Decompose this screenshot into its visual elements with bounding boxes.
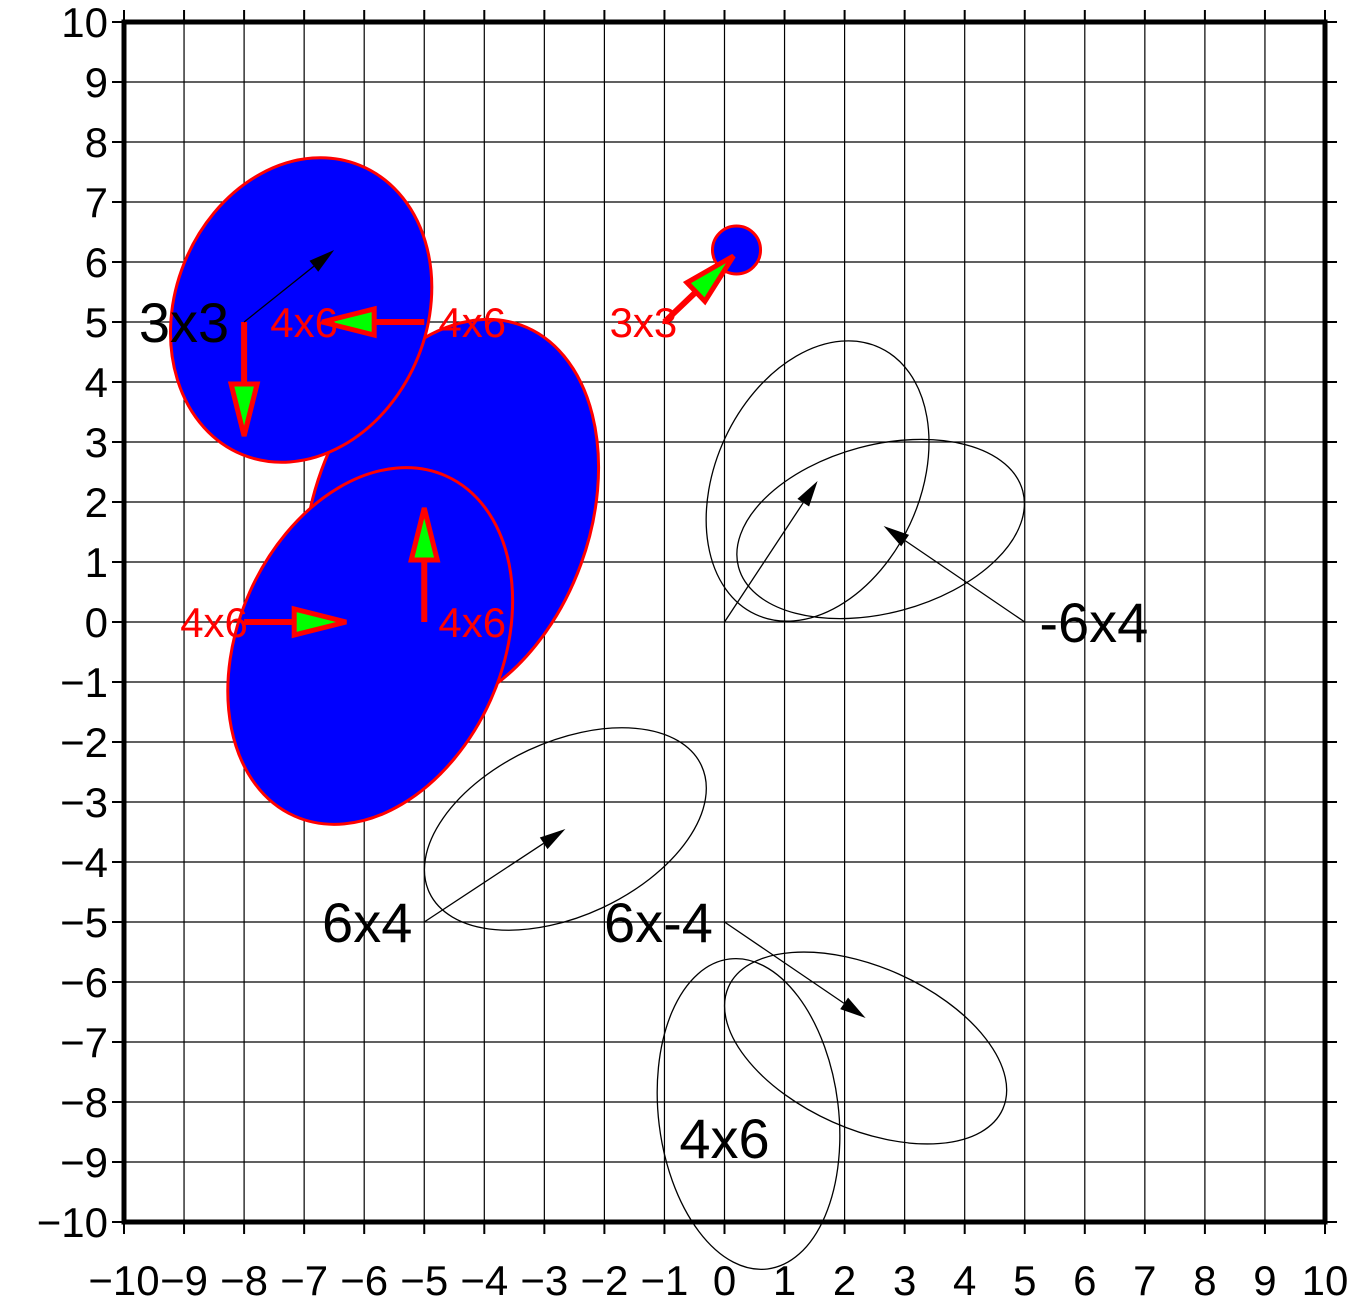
y-tick-label: 0 [85, 599, 108, 646]
y-tick-label: −4 [60, 839, 108, 886]
vector-head [840, 998, 865, 1018]
x-tick-label: 10 [1302, 1257, 1349, 1301]
x-tick-label: −7 [280, 1257, 328, 1301]
x-tick-label: 2 [833, 1257, 856, 1301]
x-tick-label: 3 [893, 1257, 916, 1301]
annotation-label: 4x6 [270, 299, 338, 346]
annotation-label: -6x4 [1039, 591, 1148, 654]
ellipse-black-upper-2 [717, 410, 1045, 648]
y-tick-label: 9 [85, 59, 108, 106]
y-tick-label: 1 [85, 539, 108, 586]
annotation-label: 4x6 [679, 1107, 769, 1170]
vector-head [797, 481, 817, 507]
x-tick-label: −8 [220, 1257, 268, 1301]
annotation-label: 6x4 [322, 891, 412, 954]
x-tick-label: −10 [88, 1257, 159, 1301]
x-tick-label: 6 [1073, 1257, 1096, 1301]
y-tick-label: 4 [85, 359, 108, 406]
x-tick-label: 0 [713, 1257, 736, 1301]
x-tick-label: −6 [340, 1257, 388, 1301]
x-tick-label: 1 [773, 1257, 796, 1301]
y-tick-label: 10 [61, 0, 108, 46]
annotation-label: 3x3 [610, 299, 678, 346]
x-tick-label: 5 [1013, 1257, 1036, 1301]
annotation-label: 4x6 [180, 599, 248, 646]
y-tick-label: −7 [60, 1019, 108, 1066]
annotation-label: 6x-4 [604, 891, 713, 954]
x-tick-label: 9 [1253, 1257, 1276, 1301]
y-tick-label: −10 [37, 1199, 108, 1246]
y-tick-label: −9 [60, 1139, 108, 1186]
x-tick-label: −9 [160, 1257, 208, 1301]
x-tick-label: −1 [641, 1257, 689, 1301]
y-tick-label: 2 [85, 479, 108, 526]
annotation-label: 4x6 [438, 599, 506, 646]
x-tick-label: −2 [580, 1257, 628, 1301]
y-tick-label: 8 [85, 119, 108, 166]
y-tick-label: −5 [60, 899, 108, 946]
x-tick-label: 8 [1193, 1257, 1216, 1301]
y-tick-label: 6 [85, 239, 108, 286]
x-tick-label: 7 [1133, 1257, 1156, 1301]
x-tick-label: −3 [520, 1257, 568, 1301]
y-tick-label: −6 [60, 959, 108, 1006]
ellipses [126, 118, 1045, 1280]
annotation-label: 4x6 [438, 299, 506, 346]
x-tick-label: −4 [460, 1257, 508, 1301]
vector-head [540, 829, 566, 849]
annotation-label: 3x3 [139, 291, 229, 354]
y-tick-label: 7 [85, 179, 108, 226]
vector-head [884, 526, 909, 546]
y-tick-label: 3 [85, 419, 108, 466]
y-tick-label: 5 [85, 299, 108, 346]
x-tick-label: 4 [953, 1257, 976, 1301]
y-tick-label: −2 [60, 719, 108, 766]
y-tick-label: −8 [60, 1079, 108, 1126]
x-tick-label: −5 [400, 1257, 448, 1301]
y-tick-label: −1 [60, 659, 108, 706]
y-tick-label: −3 [60, 779, 108, 826]
